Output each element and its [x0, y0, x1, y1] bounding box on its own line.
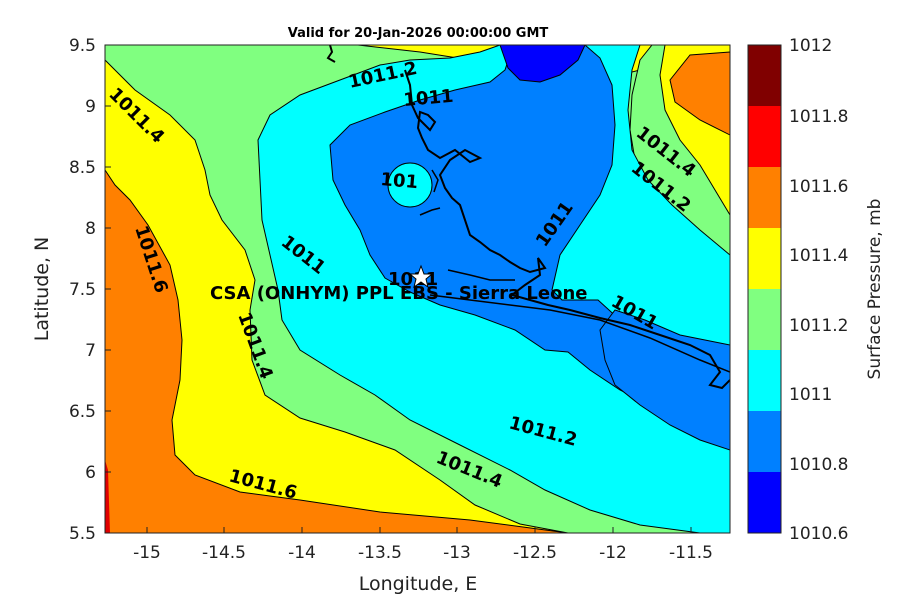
contour-plot: 1011.2 1011 1011.4 101 1011 1011.4 1011.…: [105, 45, 730, 533]
band-1010-6: [499, 45, 586, 83]
y-axis: 9.5 9 8.5 8 7.5 7 6.5 6 5.5 Latitude, N: [31, 36, 111, 544]
band-orange-ne-2: [669, 51, 730, 136]
y-tick-label: 6: [85, 463, 96, 483]
y-tick-label: 6.5: [69, 402, 96, 422]
x-tick-label: -12.5: [513, 543, 557, 563]
colorbar-swatch: [748, 45, 781, 106]
colorbar-swatch: [748, 472, 781, 533]
y-tick-label: 7: [85, 341, 96, 361]
chart-title: Valid for 20-Jan-2026 00:00:00 GMT: [288, 26, 549, 41]
colorbar-tick-label: 1010.8: [789, 455, 848, 475]
colorbar-tick-label: 1011.6: [789, 177, 848, 197]
colorbar-label: Surface Pressure, mb: [865, 199, 885, 380]
site-label: CSA (ONHYM) PPL EBS - Sierra Leone: [210, 283, 587, 304]
colorbar-tick-label: 1011.8: [789, 107, 848, 127]
colorbar-tick-label: 1011.4: [789, 246, 848, 266]
colorbar-tick-label: 1011: [789, 385, 832, 405]
colorbar-swatch: [748, 106, 781, 167]
x-tick-label: -14.5: [202, 543, 246, 563]
y-tick-label: 7.5: [69, 280, 96, 300]
y-tick-label: 5.5: [69, 524, 96, 544]
x-tick-label: -14: [288, 543, 316, 563]
y-axis-label: Latitude, N: [31, 237, 53, 342]
colorbar-tick-label: 1011.2: [789, 316, 848, 336]
border-line: [419, 169, 730, 373]
colorbar-swatch: [748, 228, 781, 289]
x-tick-label: -13.5: [358, 543, 402, 563]
x-axis: -15 -14.5 -14 -13.5 -13 -12.5 -12 -11.5 …: [133, 527, 713, 595]
colorbar-swatch: [748, 289, 781, 350]
contour-label: 101: [380, 169, 419, 193]
y-tick-label: 9: [85, 97, 96, 117]
x-axis-label: Longitude, E: [359, 573, 478, 595]
coastline: [326, 45, 730, 390]
band-blue-se: [599, 309, 730, 451]
cyan-island: [387, 162, 433, 208]
colorbar-tick-label: 1010.6: [789, 524, 848, 544]
contour-label: 1011: [403, 86, 455, 111]
colorbar-tick-label: 1012: [789, 36, 832, 56]
y-tick-label: 8.5: [69, 158, 96, 178]
x-tick-label: -11.5: [669, 543, 713, 563]
colorbar-swatch: [748, 411, 781, 472]
x-tick-label: -13: [443, 543, 471, 563]
x-tick-label: -12: [599, 543, 627, 563]
colorbar-swatch: [748, 350, 781, 411]
y-tick-label: 9.5: [69, 36, 96, 56]
y-tick-label: 8: [85, 219, 96, 239]
colorbar-swatch: [748, 167, 781, 228]
colorbar: 1012 1011.8 1011.6 1011.4 1011.2 1011 10…: [747, 36, 885, 544]
band-red-strip: [105, 460, 110, 533]
site-star-icon: [408, 264, 434, 289]
x-tick-label: -15: [133, 543, 161, 563]
